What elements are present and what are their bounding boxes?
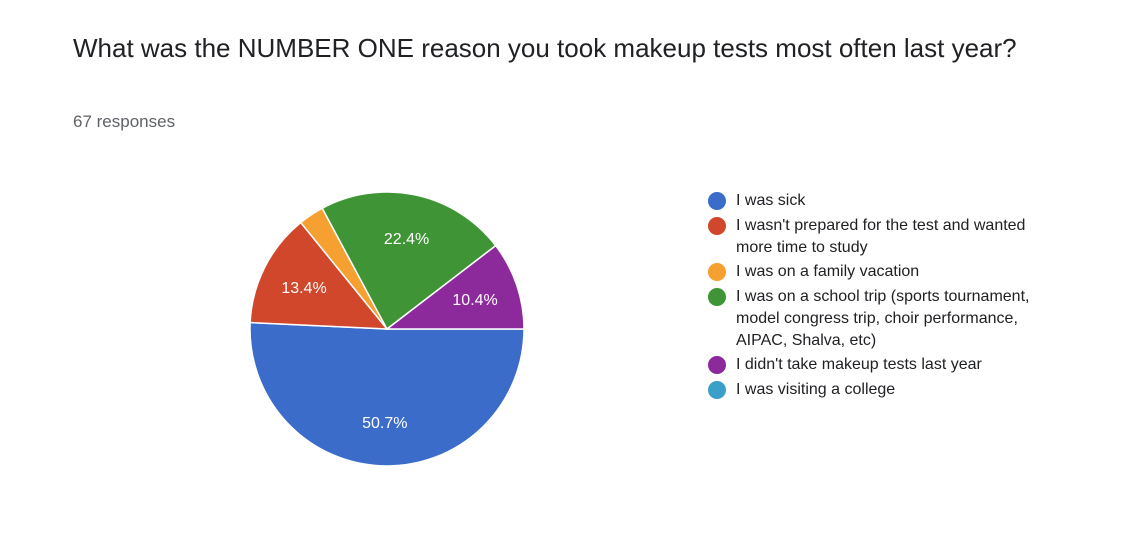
slice-label: 50.7% [362, 415, 407, 432]
slice-label: 13.4% [281, 280, 326, 297]
legend-swatch [708, 216, 726, 235]
legend-item[interactable]: I was on a school trip (sports tournamen… [708, 286, 1038, 352]
legend-swatch [708, 287, 726, 306]
chart-legend: I was sick I wasn't prepared for the test… [708, 190, 1038, 403]
legend-swatch [708, 263, 726, 281]
legend-swatch [708, 380, 726, 399]
legend-label: I was on a family vacation [736, 263, 920, 280]
legend-label: I was sick [736, 192, 806, 209]
legend-item[interactable]: I didn't take makeup tests last year [708, 354, 1038, 376]
legend-swatch [708, 356, 726, 374]
legend-item[interactable]: I was visiting a college [708, 379, 1038, 401]
pie-slice[interactable] [321, 191, 497, 331]
legend-item[interactable]: I was sick [708, 190, 1038, 212]
pie-slice[interactable] [384, 244, 525, 330]
slice-label: 10.4% [452, 292, 497, 309]
pie-slice[interactable] [249, 221, 389, 330]
legend-item[interactable]: I wasn't prepared for the test and wante… [708, 215, 1038, 259]
legend-swatch [708, 192, 726, 210]
legend-label: I was visiting a college [736, 380, 896, 398]
response-count: 67 responses [73, 112, 176, 131]
legend-label: I wasn't prepared for the test and wante… [736, 216, 1026, 256]
chart-title: What was the NUMBER ONE reason you took … [73, 33, 1017, 63]
legend-label: I didn't take makeup tests last year [736, 356, 982, 373]
pie-slice[interactable] [249, 321, 525, 467]
legend-label: I was on a school trip (sports tournamen… [736, 287, 1030, 349]
slice-label: 22.4% [384, 231, 429, 248]
legend-item[interactable]: I was on a family vacation [708, 261, 1038, 283]
